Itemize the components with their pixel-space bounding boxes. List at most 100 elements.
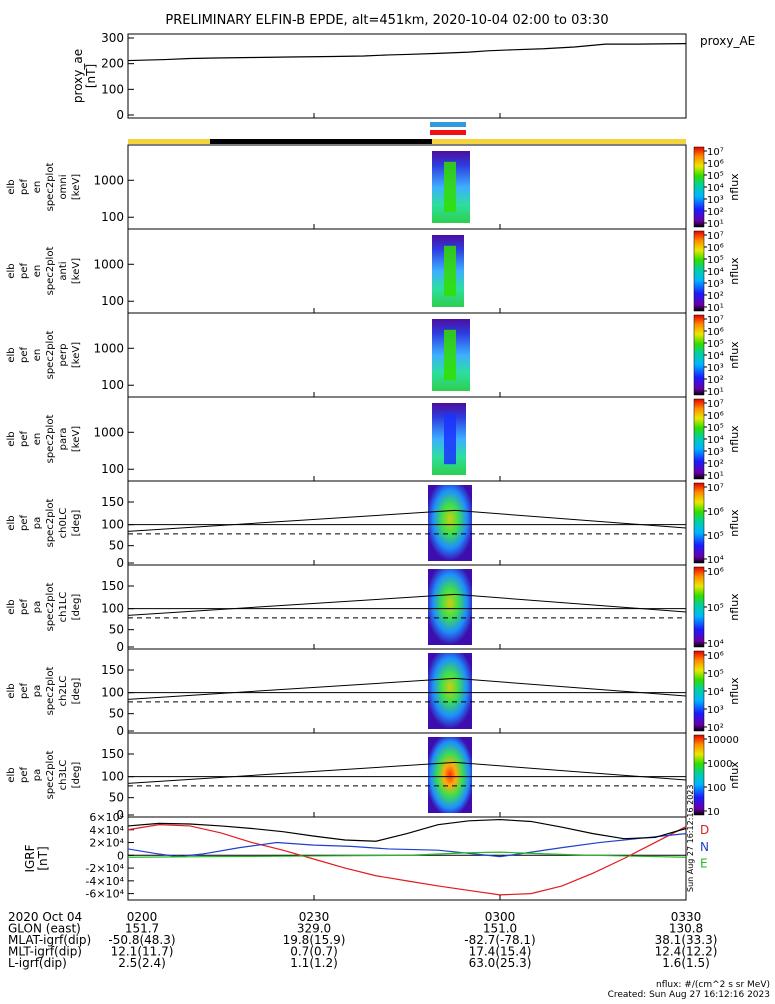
colorbar-label: nflux: [728, 173, 741, 201]
colorbar-label: nflux: [728, 425, 741, 453]
colorbar-para: [693, 398, 705, 480]
y-tick-label: 1000: [93, 425, 124, 439]
y-tick-label: 100: [101, 378, 124, 392]
colorbar-perp: [693, 314, 705, 396]
y-axis-label-line: spec2plot: [45, 331, 56, 380]
y-tick-label: 300: [101, 31, 124, 45]
colorbar-tick-label: 10⁴: [707, 555, 724, 566]
y-tick-label: 100: [101, 294, 124, 308]
colorbar-tick-label: 10³: [707, 279, 724, 290]
panel-frame-anti: [127, 228, 687, 314]
colorbar-tick-label: 10⁴: [707, 639, 724, 650]
colorbar-tick-label: 10⁴: [707, 183, 724, 194]
colorbar-tick-label: 10⁷: [707, 399, 724, 410]
y-axis-label-proxy-ae: proxy_ae[nT]: [71, 49, 98, 103]
y-axis-label-line: elb: [6, 431, 17, 446]
spectrogram-blob-ch2LC: [428, 653, 472, 729]
ephemeris-row-label: L-igrf(dip): [8, 956, 67, 970]
series-line-total: [127, 818, 687, 842]
y-axis-label-line: perp: [58, 344, 69, 367]
ephemeris-value: -50.8(48.3): [108, 933, 175, 947]
colorbar-tick-label: 10²: [707, 375, 724, 386]
colorbar-tick-label: 10⁶: [707, 327, 724, 338]
y-axis-label-line: en: [32, 265, 43, 278]
colorbar-label: nflux: [728, 257, 741, 285]
y-tick-label: 100: [101, 602, 124, 616]
y-axis-label-line: anti: [58, 261, 69, 280]
y-axis-label-line: pa: [32, 517, 43, 529]
y-tick-label: -2×10⁴: [85, 862, 124, 875]
ephemeris-value: 1.6(1.5): [662, 956, 710, 970]
colorbar-omni: [693, 146, 705, 228]
y-axis-label-line: [deg]: [71, 762, 82, 789]
ephemeris-value: 63.0(25.3): [469, 956, 532, 970]
panel-frame-igrf: [127, 816, 687, 901]
colorbar-tick-label: 10⁷: [707, 483, 724, 494]
colorbar-tick-label: 100: [707, 783, 726, 794]
y-axis-label-line: en: [32, 349, 43, 362]
x-tick-label: 0300: [485, 910, 516, 924]
colorbar-tick-label: 10²: [707, 207, 724, 218]
colorbar-tick-label: 10⁷: [707, 147, 724, 158]
loss-cone-curve: [127, 677, 687, 700]
right-label-proxy-ae: proxy_AE: [700, 34, 755, 48]
colorbar-tick-label: 10⁵: [707, 171, 724, 182]
ephemeris-value: 151.7: [125, 922, 159, 936]
y-axis-label-line: para: [58, 428, 69, 451]
rotated-timestamp: Sun Aug 27 16:12:16 2023: [686, 785, 695, 892]
y-axis-label-ch0LC: elb pef pa spec2plot ch0LC [deg]: [6, 499, 82, 548]
legend-entry-N: N: [700, 840, 709, 854]
y-tick-label: 100: [101, 686, 124, 700]
y-tick-label: 150: [101, 747, 124, 761]
y-axis-label-line: elb: [6, 179, 17, 194]
y-axis-label-line: ch1LC: [58, 592, 69, 623]
y-axis-label-line: [keV]: [71, 342, 82, 368]
y-tick-label: 200: [101, 57, 124, 71]
colorbar-anti: [693, 230, 705, 312]
x-tick-label: 0200: [127, 910, 158, 924]
y-axis-label-line: omni: [58, 175, 69, 200]
series-line-N: [127, 833, 687, 858]
y-tick-label: 6×10⁴: [89, 811, 124, 824]
y-tick-label: 50: [109, 707, 124, 721]
y-axis-label-line: spec2plot: [45, 583, 56, 632]
colorbar-tick-label: 10⁵: [707, 669, 724, 680]
y-axis-label-line: elb: [6, 767, 17, 782]
spectrogram-blob-ch0LC: [428, 485, 472, 561]
y-axis-label-line: [keV]: [71, 174, 82, 200]
colorbar-tick-label: 10⁴: [707, 687, 724, 698]
y-tick-label: 100: [101, 82, 124, 96]
ephemeris-value: 329.0: [297, 922, 331, 936]
panel-frame-perp: [127, 312, 687, 398]
y-axis-label-line: pef: [19, 347, 30, 364]
y-tick-label: 100: [101, 770, 124, 784]
y-tick-label: 2×10⁴: [89, 837, 124, 850]
colorbar-label: nflux: [728, 509, 741, 537]
y-axis-label-line: proxy_ae: [71, 49, 85, 103]
y-axis-label-line: spec2plot: [45, 415, 56, 464]
colorbar-label: nflux: [728, 761, 741, 789]
y-axis-label-perp: elb pef en spec2plot perp [keV]: [6, 331, 82, 380]
loss-cone-curve: [127, 509, 687, 532]
colorbar-tick-label: 10000: [707, 735, 739, 746]
x-tick-label: 0230: [299, 910, 330, 924]
colorbar-tick-label: 10: [707, 807, 720, 818]
loss-cone-curve: [127, 593, 687, 616]
y-axis-label-line: [nT]: [84, 64, 98, 88]
colorbar-tick-label: 10¹: [707, 219, 724, 230]
spectrogram-core-perp: [444, 329, 456, 381]
series-line-proxy_AE: [127, 43, 687, 62]
panel-frame-ch3LC: [127, 732, 687, 818]
colorbar-tick-label: 10⁶: [707, 567, 724, 578]
y-axis-label-line: ch2LC: [58, 676, 69, 707]
y-tick-label: 150: [101, 663, 124, 677]
y-tick-label: 150: [101, 495, 124, 509]
y-axis-label-line: spec2plot: [45, 163, 56, 212]
chart-title: PRELIMINARY ELFIN-B EPDE, alt=451km, 202…: [165, 13, 608, 28]
legend-entry-E: E: [700, 857, 708, 871]
y-axis-label-omni: elb pef en spec2plot omni [keV]: [6, 163, 82, 212]
y-axis-label-anti: elb pef en spec2plot anti [keV]: [6, 247, 82, 296]
y-tick-label: 50: [109, 623, 124, 637]
colorbar-tick-label: 10⁶: [707, 507, 724, 518]
y-axis-label-line: [deg]: [71, 510, 82, 537]
